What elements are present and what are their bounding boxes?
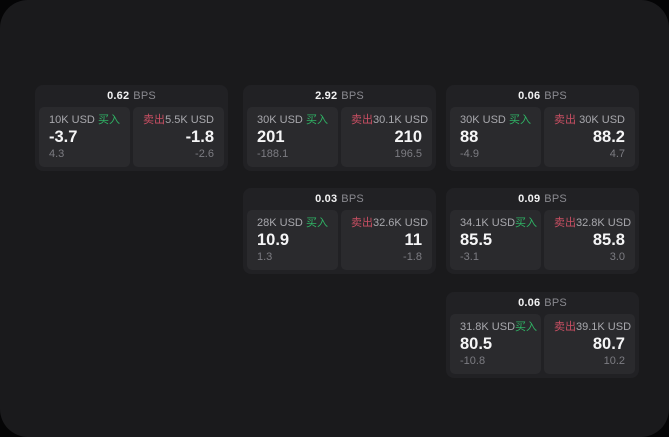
sell-tile[interactable]: 卖出 32.8K USD 85.8 3.0 xyxy=(544,210,635,270)
bps-header: 0.06 BPS xyxy=(446,292,639,314)
buy-tile[interactable]: 34.1K USD 买入 85.5 -3.1 xyxy=(450,210,541,270)
sell-tile[interactable]: 卖出 30.1K USD 210 196.5 xyxy=(341,107,432,167)
sell-tile[interactable]: 卖出 39.1K USD 80.7 10.2 xyxy=(544,314,635,374)
sell-change: 10.2 xyxy=(603,355,625,367)
buy-size: 34.1K USD xyxy=(460,217,516,229)
buy-tile[interactable]: 30K USD 买入 88 -4.9 xyxy=(450,107,541,167)
sell-price: 11 xyxy=(404,231,422,249)
sell-tile[interactable]: 卖出 5.5K USD -1.8 -2.6 xyxy=(133,107,224,167)
sell-side-label: 卖出 xyxy=(351,217,373,229)
buy-change: 4.3 xyxy=(49,148,65,160)
buy-change: -188.1 xyxy=(257,148,289,160)
sell-size: 32.6K USD xyxy=(373,217,429,229)
sell-size: 30.1K USD xyxy=(373,114,429,126)
sell-price: -1.8 xyxy=(185,128,214,146)
quote-card: 0.09 BPS 34.1K USD 买入 85.5 -3.1 卖出 32.8K… xyxy=(446,188,639,274)
sell-side-label: 卖出 xyxy=(351,114,373,126)
bps-unit-label: BPS xyxy=(544,297,567,309)
quote-card: 2.92 BPS 30K USD 买入 201 -188.1 卖出 30.1K … xyxy=(243,85,436,171)
buy-size: 10K USD xyxy=(49,114,95,126)
buy-side-label: 买入 xyxy=(306,114,328,126)
sell-side-label: 卖出 xyxy=(143,114,165,126)
quote-card: 0.62 BPS 10K USD 买入 -3.7 4.3 卖出 5.5K USD xyxy=(35,85,228,171)
sell-tile[interactable]: 卖出 32.6K USD 11 -1.8 xyxy=(341,210,432,270)
bps-value: 2.92 xyxy=(315,90,338,102)
sell-price: 80.7 xyxy=(592,335,625,353)
buy-change: -10.8 xyxy=(460,355,486,367)
buy-price: 80.5 xyxy=(460,335,493,353)
buy-change: -4.9 xyxy=(460,148,479,160)
sell-change: 196.5 xyxy=(394,148,422,160)
buy-price: 10.9 xyxy=(257,231,290,249)
bps-value: 0.06 xyxy=(518,90,541,102)
sell-change: 4.7 xyxy=(609,148,625,160)
bps-value: 0.09 xyxy=(518,193,541,205)
buy-tile[interactable]: 10K USD 买入 -3.7 4.3 xyxy=(39,107,130,167)
buy-price: 85.5 xyxy=(460,231,493,249)
bps-header: 0.09 BPS xyxy=(446,188,639,210)
bps-value: 0.62 xyxy=(107,90,130,102)
sell-price: 88.2 xyxy=(592,128,625,146)
bps-header: 0.03 BPS xyxy=(243,188,436,210)
bps-unit-label: BPS xyxy=(544,193,567,205)
bps-header: 0.62 BPS xyxy=(35,85,228,107)
buy-tile[interactable]: 30K USD 买入 201 -188.1 xyxy=(247,107,338,167)
sell-side-label: 卖出 xyxy=(554,114,576,126)
buy-tile[interactable]: 28K USD 买入 10.9 1.3 xyxy=(247,210,338,270)
bps-value: 0.06 xyxy=(518,297,541,309)
sell-size: 39.1K USD xyxy=(576,321,632,333)
sell-change: 3.0 xyxy=(609,251,625,263)
buy-side-label: 买入 xyxy=(515,321,538,333)
buy-price: 201 xyxy=(257,128,285,146)
buy-size: 30K USD xyxy=(460,114,506,126)
sell-change: -1.8 xyxy=(403,251,422,263)
sell-price: 210 xyxy=(394,128,422,146)
bps-unit-label: BPS xyxy=(544,90,567,102)
buy-size: 28K USD xyxy=(257,217,303,229)
buy-tile[interactable]: 31.8K USD 买入 80.5 -10.8 xyxy=(450,314,541,374)
sell-size: 5.5K USD xyxy=(165,114,214,126)
buy-size: 30K USD xyxy=(257,114,303,126)
bps-unit-label: BPS xyxy=(133,90,156,102)
buy-change: 1.3 xyxy=(257,251,273,263)
sell-side-label: 卖出 xyxy=(554,217,576,229)
sell-tile[interactable]: 卖出 30K USD 88.2 4.7 xyxy=(544,107,635,167)
buy-side-label: 买入 xyxy=(515,217,538,229)
quote-card: 0.06 BPS 31.8K USD 买入 80.5 -10.8 卖出 39.1… xyxy=(446,292,639,378)
buy-side-label: 买入 xyxy=(306,217,328,229)
sell-change: -2.6 xyxy=(195,148,214,160)
buy-price: -3.7 xyxy=(49,128,78,146)
buy-side-label: 买入 xyxy=(98,114,120,126)
bps-unit-label: BPS xyxy=(341,193,364,205)
buy-price: 88 xyxy=(460,128,479,146)
sell-price: 85.8 xyxy=(592,231,625,249)
sell-size: 32.8K USD xyxy=(576,217,632,229)
quote-card: 0.06 BPS 30K USD 买入 88 -4.9 卖出 30K USD xyxy=(446,85,639,171)
sell-side-label: 卖出 xyxy=(554,321,576,333)
sell-size: 30K USD xyxy=(579,114,625,126)
quote-card: 0.03 BPS 28K USD 买入 10.9 1.3 卖出 32.6K US… xyxy=(243,188,436,274)
bps-unit-label: BPS xyxy=(341,90,364,102)
buy-size: 31.8K USD xyxy=(460,321,516,333)
bps-header: 2.92 BPS xyxy=(243,85,436,107)
bps-header: 0.06 BPS xyxy=(446,85,639,107)
buy-change: -3.1 xyxy=(460,251,479,263)
bps-value: 0.03 xyxy=(315,193,338,205)
buy-side-label: 买入 xyxy=(509,114,531,126)
